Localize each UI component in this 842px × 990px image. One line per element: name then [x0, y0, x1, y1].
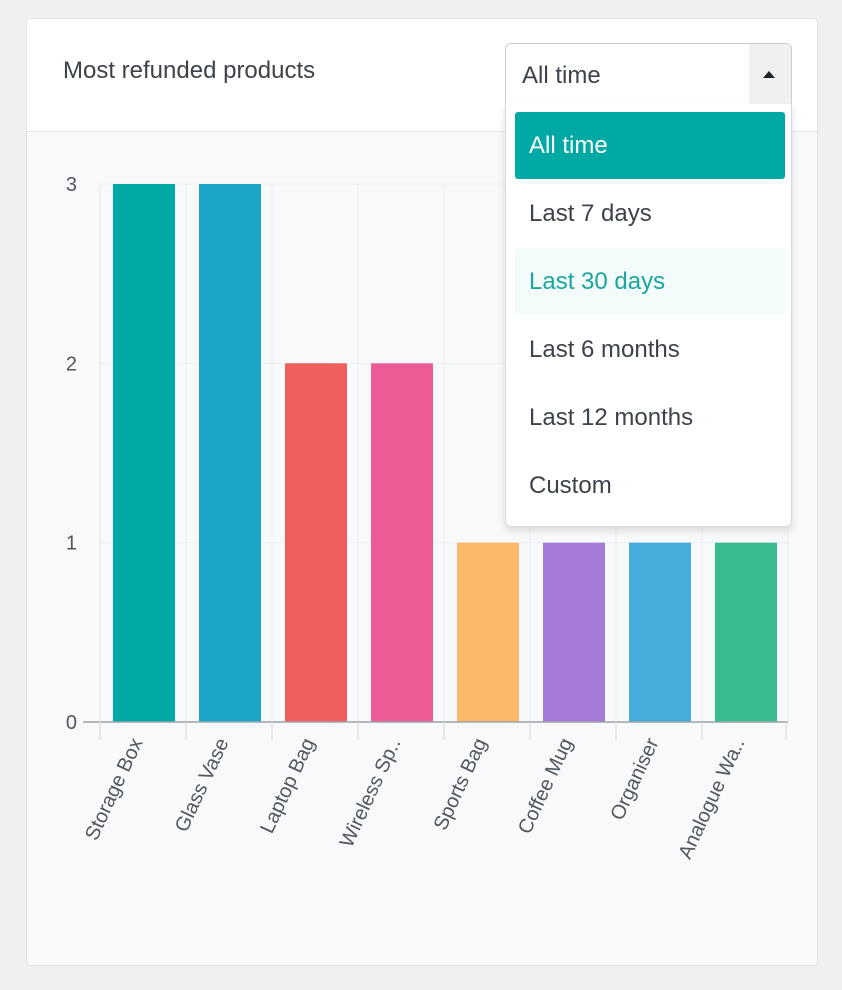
x-tick-label: Laptop Bag [256, 735, 319, 837]
option-last-30-days[interactable]: Last 30 days [515, 248, 785, 315]
y-tick-label: 0 [66, 712, 77, 734]
bar [457, 542, 519, 722]
bar [285, 363, 347, 722]
bar [371, 363, 433, 722]
x-tick-label: Organiser [606, 735, 663, 824]
x-tick-label: Sports Bag [430, 735, 492, 834]
x-tick-label: Wireless Sp.. [336, 735, 406, 851]
x-tick-label: Analogue Wa.. [674, 735, 749, 863]
option-last-7-days[interactable]: Last 7 days [529, 200, 652, 227]
date-range-dropdown: All time Last 7 days Last 30 days Last 6… [505, 104, 792, 527]
bar [113, 184, 175, 722]
y-tick-label: 1 [66, 533, 77, 555]
x-tick-label: Glass Vase [171, 735, 234, 836]
option-custom[interactable]: Custom [529, 472, 612, 499]
date-range-select[interactable]: All time [505, 43, 792, 104]
chevron-up-icon[interactable] [749, 44, 791, 104]
bar [629, 542, 691, 722]
option-last-12-months[interactable]: Last 12 months [529, 404, 694, 431]
bar [199, 184, 261, 722]
x-tick-label: Coffee Mug [514, 735, 577, 838]
date-range-value: All time [522, 62, 601, 89]
x-tick-label: Storage Box [81, 735, 147, 844]
card-title: Most refunded products [63, 57, 316, 84]
y-tick-label: 2 [66, 353, 77, 375]
bar [543, 542, 605, 722]
bar [715, 542, 777, 722]
option-all-time[interactable]: All time [515, 112, 785, 179]
option-last-6-months[interactable]: Last 6 months [529, 336, 680, 363]
y-tick-label: 3 [66, 174, 77, 196]
